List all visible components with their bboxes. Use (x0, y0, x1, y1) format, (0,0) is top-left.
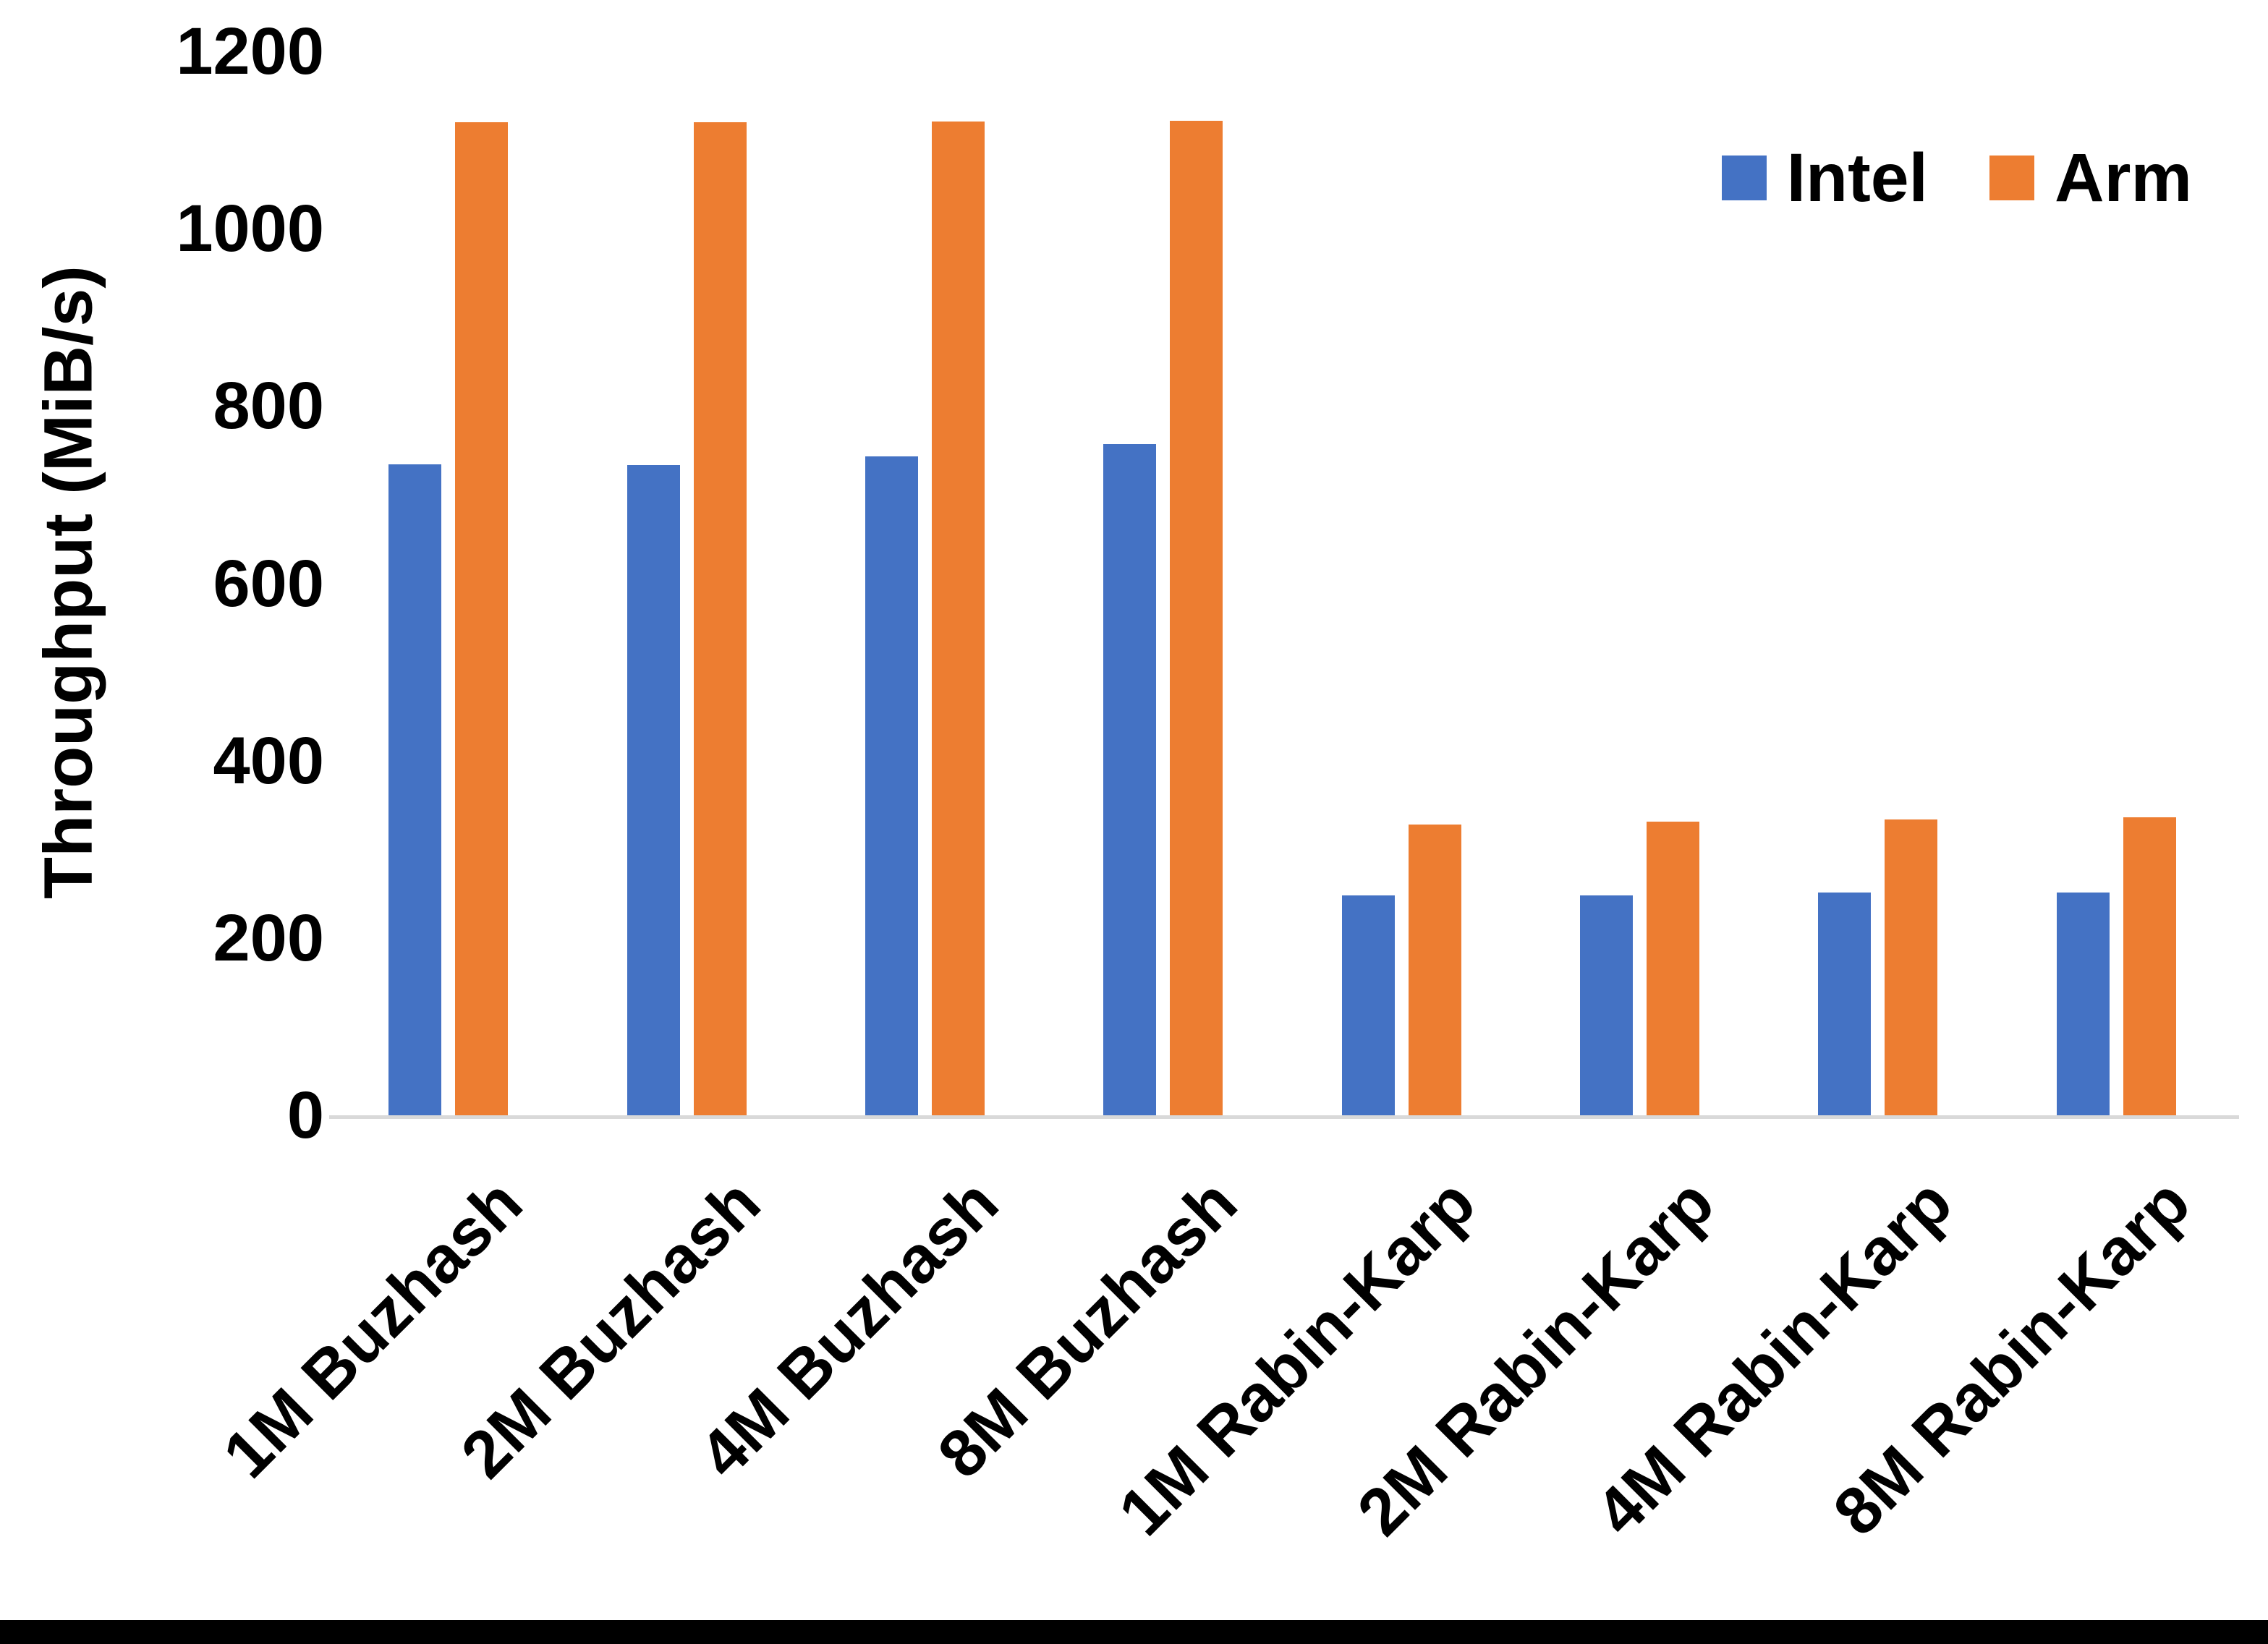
y-tick-label-1000: 1000 (176, 192, 324, 266)
bar-arm-2m-rabin-karp (1647, 822, 1699, 1115)
legend-swatch-arm (1989, 156, 2034, 200)
bar-intel-1m-rabin-karp (1342, 895, 1395, 1115)
bar-intel-1m-buzhash (388, 464, 441, 1115)
bar-arm-1m-buzhash (455, 122, 508, 1115)
bottom-border (0, 1620, 2268, 1644)
y-tick-label-400: 400 (213, 723, 325, 798)
y-tick-label-800: 800 (213, 369, 325, 443)
legend-label-intel: Intel (1786, 140, 1928, 216)
bar-intel-8m-buzhash (1103, 444, 1156, 1115)
bar-arm-2m-buzhash (694, 122, 747, 1115)
bar-arm-8m-rabin-karp (2123, 817, 2176, 1115)
legend-swatch-intel (1721, 156, 1767, 200)
bar-intel-2m-buzhash (627, 465, 680, 1115)
bar-arm-4m-buzhash (932, 122, 985, 1115)
y-tick-label-1200: 1200 (176, 14, 324, 88)
legend-label-arm: Arm (2054, 140, 2192, 216)
bar-arm-8m-buzhash (1170, 121, 1223, 1115)
y-tick-label-0: 0 (286, 1078, 324, 1152)
legend-item-arm: Arm (1989, 142, 2192, 214)
bar-arm-4m-rabin-karp (1885, 819, 1937, 1115)
x-axis-line (329, 1115, 2239, 1119)
legend: Intel Arm (1721, 140, 2192, 216)
bar-intel-8m-rabin-karp (2057, 893, 2110, 1115)
y-tick-label-600: 600 (213, 546, 325, 621)
bar-intel-4m-buzhash (865, 456, 918, 1115)
bar-intel-4m-rabin-karp (1818, 893, 1871, 1115)
legend-item-intel: Intel (1721, 140, 1928, 216)
bar-intel-2m-rabin-karp (1580, 895, 1633, 1115)
y-tick-label-200: 200 (213, 900, 325, 975)
bar-arm-1m-rabin-karp (1409, 825, 1461, 1115)
